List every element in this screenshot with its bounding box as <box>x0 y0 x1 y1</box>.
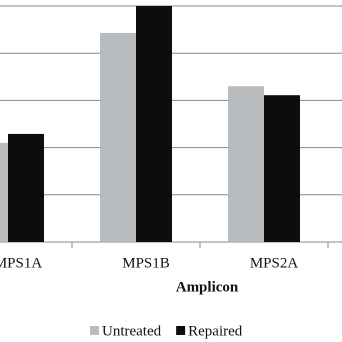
legend-label: Repaired <box>188 323 243 339</box>
legend-swatch <box>176 326 186 335</box>
bar <box>228 86 264 243</box>
bar <box>0 142 8 242</box>
bar <box>136 6 172 242</box>
bar <box>8 133 44 242</box>
x-tick-label: MPS1B <box>122 255 170 271</box>
legend-label: Untreated <box>102 323 162 339</box>
x-tick-label: MPS1A <box>0 255 42 271</box>
x-tick-label: MPS2A <box>250 255 299 271</box>
x-axis-title: Amplicon <box>176 279 239 295</box>
bar <box>264 95 300 242</box>
bar <box>100 32 136 243</box>
legend-swatch <box>90 326 99 335</box>
